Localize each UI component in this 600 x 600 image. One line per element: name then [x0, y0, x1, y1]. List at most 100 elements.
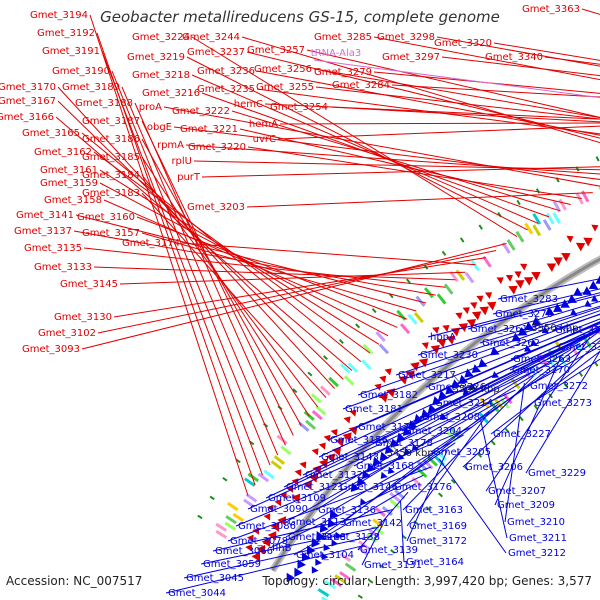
gene-label: rplU	[171, 156, 192, 167]
cog-block-forward-shape	[270, 445, 283, 456]
reverse-gene	[360, 498, 367, 506]
cog-block-forward-shape	[532, 224, 542, 237]
gc-tick	[406, 278, 411, 284]
gene-label: Gmet_3261	[470, 324, 528, 335]
gene-label: Gmet_3257	[247, 45, 305, 56]
cog-block-forward-shape	[545, 212, 555, 225]
cog-block-forward	[270, 460, 283, 470]
cog-block-reverse-shape	[324, 580, 336, 590]
gene-label: Gmet_3161	[40, 165, 98, 176]
gc-tick	[578, 371, 584, 377]
reverse-gene-shape	[591, 294, 599, 302]
cog-block-forward-shape	[245, 493, 258, 503]
cog-block-forward-shape	[315, 405, 327, 416]
cog-block-reverse	[321, 596, 333, 600]
cog-block-forward-shape	[328, 376, 339, 388]
forward-gene	[308, 473, 318, 483]
forward-gene	[515, 280, 525, 289]
gene-label: Gmet_3175	[358, 422, 416, 433]
cog-block-reverse-shape	[416, 467, 428, 478]
gc-tick	[197, 514, 203, 520]
cog-block-forward	[449, 270, 459, 283]
forward-gene	[261, 537, 271, 548]
leader-line	[438, 458, 507, 554]
gc-tick-shape	[459, 237, 465, 243]
leader-line	[318, 325, 600, 458]
cog-block-reverse-shape	[389, 498, 401, 509]
cog-block-forward-shape	[247, 472, 260, 483]
cog-block-forward-shape	[270, 460, 283, 470]
gene-label: Gmet_3166	[0, 112, 54, 123]
leader-line	[497, 278, 600, 300]
reverse-gene	[531, 316, 542, 326]
forward-gene-shape	[246, 534, 254, 542]
gc-tick	[516, 199, 521, 206]
forward-gene-shape	[515, 280, 525, 289]
gene-label: flhB	[272, 543, 292, 554]
leader-line	[342, 313, 600, 410]
cog-block-forward-shape	[276, 434, 288, 445]
forward-gene-shape	[514, 271, 522, 279]
forward-gene-shape	[266, 504, 274, 512]
gene-label: Gmet_3182	[360, 390, 418, 401]
cog-block-reverse-shape	[436, 450, 447, 462]
gene-label: Gmet_3163	[405, 505, 463, 516]
gene-label: Gmet_3139	[360, 545, 418, 556]
reverse-gene-shape	[588, 280, 599, 290]
cog-block-forward-shape	[319, 385, 331, 396]
reverse-gene	[387, 466, 395, 475]
forward-gene-shape	[442, 324, 450, 332]
cog-block-forward	[391, 322, 402, 334]
reverse-gene	[286, 572, 296, 583]
reverse-gene-shape	[524, 344, 532, 352]
cog-block-reverse-shape	[317, 588, 330, 598]
forward-gene-shape	[308, 473, 318, 483]
cog-block-forward-shape	[361, 359, 372, 370]
leader-line	[544, 56, 600, 65]
gene-label: hemC	[234, 99, 263, 110]
gene-label: Gmet_3133	[34, 262, 92, 273]
reverse-gene	[490, 346, 500, 356]
forward-gene-shape	[476, 295, 484, 303]
leader-line	[417, 300, 600, 356]
gene-label: Gmet_3146	[340, 482, 398, 493]
forward-gene-shape	[484, 292, 493, 299]
forward-gene-shape	[245, 544, 252, 552]
cog-block-forward-shape	[532, 212, 542, 225]
gene-label: Gmet_3189	[62, 82, 120, 93]
leader-line	[93, 266, 456, 281]
leader-line	[285, 434, 464, 538]
reverse-gene-shape	[553, 303, 563, 312]
gc-tick	[371, 308, 377, 314]
gene-label: Gmet_3285	[314, 32, 372, 43]
cog-block-reverse	[317, 588, 330, 598]
cog-block-forward-shape	[375, 331, 386, 343]
cog-block-forward	[305, 419, 317, 430]
leader-line	[73, 230, 436, 296]
forward-gene-shape	[436, 338, 447, 348]
gene-label: Gmet_3217	[398, 370, 456, 381]
forward-gene	[476, 295, 484, 303]
cog-block-forward	[482, 255, 492, 268]
gene-label: Gmet_3205	[433, 447, 491, 458]
cog-block-forward	[423, 287, 434, 299]
gene-label: Gmet_3165	[22, 128, 80, 139]
forward-gene	[479, 306, 489, 316]
gene-label: Gmet_3208	[422, 412, 480, 423]
backbone-ring	[271, 257, 600, 572]
gc-tick	[437, 492, 444, 498]
reverse-gene	[588, 280, 599, 290]
gc-tick-shape	[235, 458, 241, 464]
gene-label: Gmet_3303	[555, 325, 600, 336]
gene-label: Gmet_3297	[382, 52, 440, 63]
gene-label: Gmet_3090	[250, 504, 308, 515]
forward-gene	[531, 272, 541, 281]
cog-block-forward-shape	[281, 430, 293, 441]
forward-gene	[421, 342, 429, 350]
cog-block-reverse-shape	[394, 489, 406, 500]
leader-line	[141, 192, 327, 399]
forward-gene	[251, 552, 261, 562]
leader-line	[200, 526, 379, 565]
forward-gene	[505, 275, 513, 282]
forward-gene	[575, 242, 586, 252]
